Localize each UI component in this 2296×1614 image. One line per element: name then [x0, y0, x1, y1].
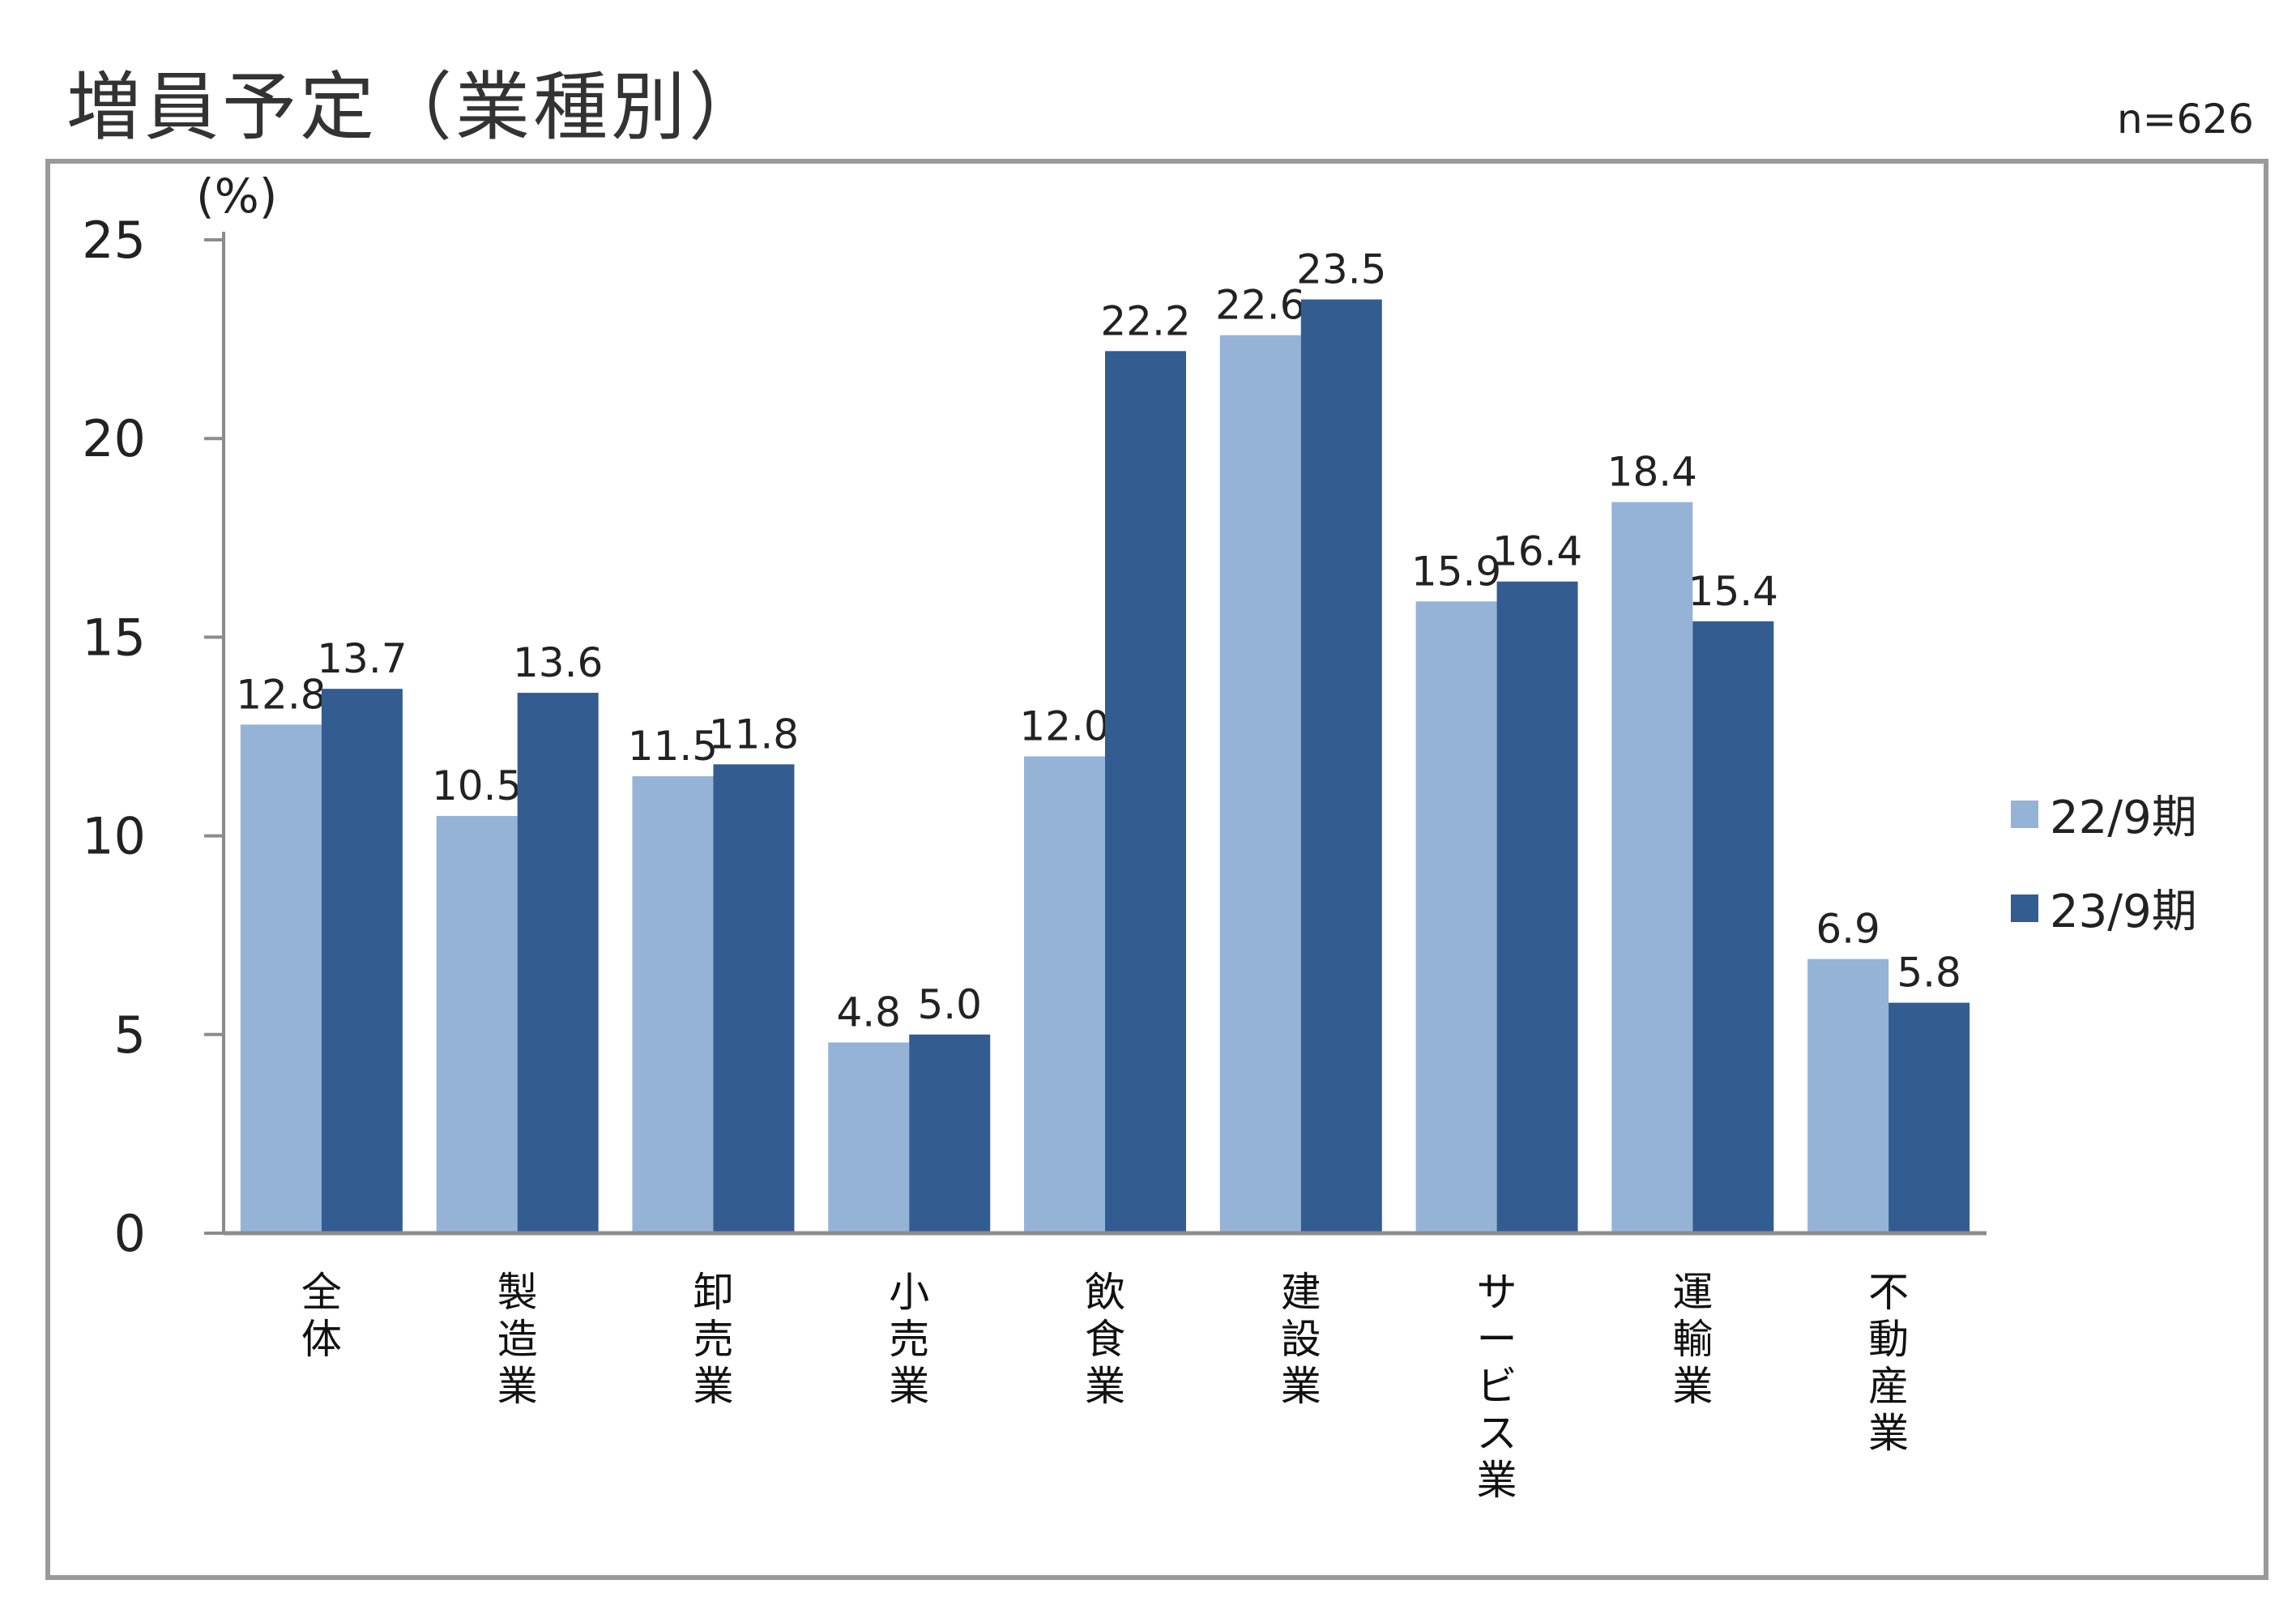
y-tick-label: 25	[82, 211, 146, 270]
category-label: 不動産業	[1868, 1269, 1909, 1457]
data-label: 5.8	[1897, 950, 1961, 997]
bar-series2	[321, 689, 403, 1233]
data-label: 13.6	[513, 639, 603, 686]
bar-series1	[436, 816, 518, 1233]
bar-series1	[1219, 335, 1301, 1233]
data-label: 5.0	[917, 981, 982, 1028]
bar-series1	[240, 724, 322, 1233]
legend-label: 22/9期	[2050, 792, 2197, 844]
y-axis-unit-label: (%)	[196, 169, 277, 224]
y-tick-label: 15	[82, 608, 146, 667]
bar-series1	[1807, 959, 1889, 1233]
category-label: 運輸業	[1672, 1269, 1713, 1410]
legend-label: 23/9期	[2050, 886, 2197, 938]
category-label: 小売業	[889, 1269, 929, 1410]
bar-series1	[1415, 601, 1497, 1233]
data-label: 16.4	[1492, 528, 1582, 575]
data-label: 15.4	[1688, 568, 1778, 615]
data-label: 11.5	[628, 723, 718, 770]
y-tick-label: 20	[82, 409, 146, 468]
bar-series1	[1611, 502, 1693, 1233]
bar-series2	[517, 693, 599, 1233]
category-label: サービス業	[1477, 1269, 1517, 1504]
bar-series2	[909, 1034, 991, 1233]
data-label: 10.5	[432, 762, 522, 809]
page-title: 増員予定（業種別）	[66, 64, 767, 151]
data-label: 22.2	[1100, 297, 1190, 344]
data-label: 11.8	[709, 711, 799, 758]
bar-series2	[1692, 621, 1774, 1233]
data-label: 4.8	[836, 989, 901, 1036]
category-label: 卸売業	[693, 1269, 733, 1410]
y-tick-label: 5	[114, 1006, 146, 1065]
category-label: 建設業	[1281, 1269, 1321, 1410]
bar-series2	[1300, 299, 1382, 1233]
y-tick-label: 0	[114, 1204, 146, 1263]
category-label: 全体	[301, 1269, 342, 1363]
data-label: 22.6	[1215, 282, 1305, 329]
y-tick-label: 10	[82, 807, 146, 866]
bar-series2	[1888, 1002, 1970, 1233]
bar-series2	[713, 764, 795, 1233]
legend-swatch	[2011, 895, 2038, 922]
category-label: 飲食業	[1085, 1269, 1125, 1410]
bar-series1	[1024, 756, 1105, 1233]
sample-size-note: n=626	[2116, 96, 2254, 143]
data-label: 12.0	[1019, 703, 1109, 750]
data-label: 18.4	[1607, 449, 1697, 496]
bar-series1	[828, 1042, 910, 1233]
legend-swatch	[2011, 801, 2038, 828]
bar-chart: 0 5 10 15 20 25 (%) 12.813.7 全体 10.5 13.6 製造業 11.511…	[82, 169, 2197, 1504]
data-label: 12.8	[236, 671, 326, 718]
data-label: 6.9	[1816, 906, 1880, 953]
category-label: 製造業	[497, 1269, 538, 1410]
chart-frame: 0 5 10 15 20 25 (%) 12.8 13.7 全体 10.5 13.6 製造業 11.5 11…	[45, 159, 2268, 1580]
data-label: 23.5	[1296, 246, 1386, 293]
data-label: 13.7	[317, 635, 407, 682]
bar-series2	[1105, 351, 1186, 1233]
bar-series1	[632, 776, 714, 1233]
bar-series2	[1496, 581, 1578, 1233]
data-label: 15.9	[1411, 548, 1501, 595]
